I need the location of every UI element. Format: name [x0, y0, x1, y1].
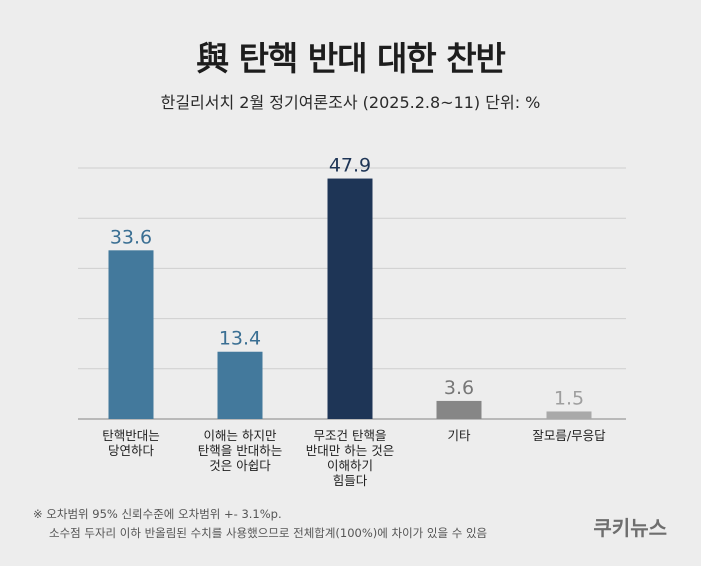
bar — [108, 250, 154, 419]
value-labels: 33.6 13.4 47.9 3.6 1.5 — [110, 155, 584, 410]
data-label: 13.4 — [219, 328, 261, 350]
category-label: 잘모름/무응답 — [532, 428, 606, 443]
footnote-line-2: 소수점 두자리 이하 반올림된 수치를 사용했으므로 전체합계(100%)에 차… — [49, 526, 488, 540]
chart-subtitle: 한길리서치 2월 정기여론조사 (2025.2.8~11) 단위: % — [160, 93, 541, 112]
footnote-line-1: ※ 오차범위 95% 신뢰수준에 오차범위 +- 3.1%p. — [33, 507, 282, 521]
data-label: 33.6 — [110, 226, 152, 248]
data-label: 1.5 — [554, 387, 584, 409]
brand-logo: 쿠키뉴스 — [593, 516, 667, 540]
bar — [217, 351, 263, 419]
category-label: 탄핵반대는 — [102, 428, 160, 443]
category-label: 반대만 하는 것은 — [306, 443, 394, 458]
category-label: 이해는 하지만 — [204, 428, 277, 443]
bars — [108, 178, 592, 419]
category-label: 무조건 탄핵을 — [314, 428, 387, 443]
category-label: 힘들다 — [333, 473, 368, 488]
data-label: 3.6 — [444, 377, 474, 399]
bar — [327, 178, 373, 419]
chart-title: 與 탄핵 반대 대한 찬반 — [196, 39, 506, 78]
category-label: 것은 아쉽다 — [209, 458, 271, 473]
footnote: ※ 오차범위 95% 신뢰수준에 오차범위 +- 3.1%p. 소수점 두자리 … — [33, 505, 487, 543]
bar — [436, 400, 482, 419]
category-label: 기타 — [447, 428, 471, 443]
category-label: 탄핵을 반대하는 — [198, 443, 282, 458]
category-label: 당연하다 — [108, 443, 155, 458]
category-label: 이해하기 — [327, 458, 373, 473]
bar — [546, 411, 592, 419]
data-label: 47.9 — [329, 155, 371, 177]
